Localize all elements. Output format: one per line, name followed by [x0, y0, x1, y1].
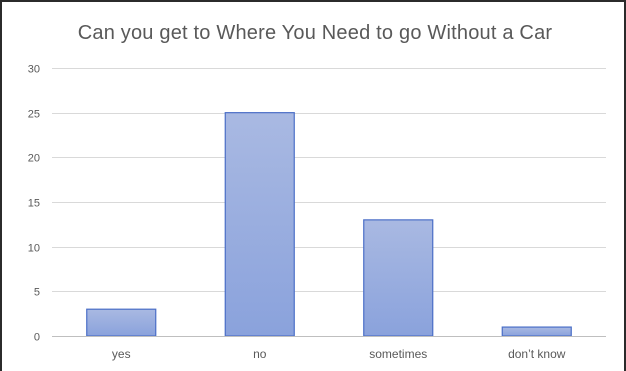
y-tick-label: 15	[28, 198, 40, 210]
x-axis-category-labels: yes no sometimes don’t know	[112, 347, 566, 361]
y-tick-label: 10	[28, 243, 40, 255]
bar-don-t-know	[501, 326, 572, 337]
gridlines	[52, 68, 606, 292]
bar-sometimes	[363, 219, 434, 337]
bars	[86, 112, 572, 337]
chart-title: Can you get to Where You Need to go With…	[77, 22, 553, 44]
x-category-label: yes	[112, 347, 131, 361]
y-axis-tick-labels: 0 5 10 15 20 25 30	[28, 64, 40, 344]
y-tick-label: 30	[28, 64, 40, 76]
bar-yes	[86, 308, 157, 337]
x-category-label: no	[253, 347, 267, 361]
x-category-label: sometimes	[369, 347, 427, 361]
y-tick-label: 5	[34, 287, 40, 299]
y-tick-label: 20	[28, 153, 40, 165]
y-tick-label: 0	[34, 332, 40, 344]
bar-no	[224, 112, 295, 337]
x-category-label: don’t know	[508, 347, 566, 361]
y-tick-label: 25	[28, 109, 40, 121]
